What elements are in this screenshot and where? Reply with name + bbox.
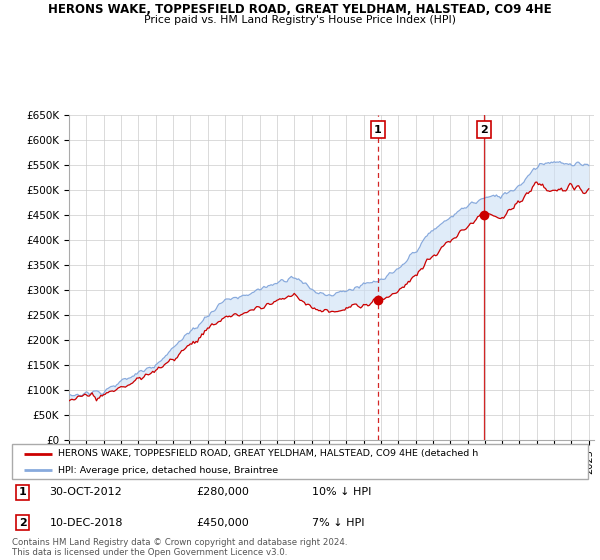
Text: £450,000: £450,000	[196, 518, 249, 528]
Text: HERONS WAKE, TOPPESFIELD ROAD, GREAT YELDHAM, HALSTEAD, CO9 4HE (detached h: HERONS WAKE, TOPPESFIELD ROAD, GREAT YEL…	[58, 449, 478, 458]
Text: HERONS WAKE, TOPPESFIELD ROAD, GREAT YELDHAM, HALSTEAD, CO9 4HE: HERONS WAKE, TOPPESFIELD ROAD, GREAT YEL…	[48, 3, 552, 16]
Text: Contains HM Land Registry data © Crown copyright and database right 2024.
This d: Contains HM Land Registry data © Crown c…	[12, 538, 347, 557]
Text: 1: 1	[374, 125, 382, 135]
Text: 2: 2	[19, 518, 26, 528]
Text: 10% ↓ HPI: 10% ↓ HPI	[311, 487, 371, 497]
Text: £280,000: £280,000	[196, 487, 249, 497]
Text: Price paid vs. HM Land Registry's House Price Index (HPI): Price paid vs. HM Land Registry's House …	[144, 15, 456, 25]
Text: 7% ↓ HPI: 7% ↓ HPI	[311, 518, 364, 528]
Text: 2: 2	[480, 125, 488, 135]
Text: 1: 1	[19, 487, 26, 497]
Text: 30-OCT-2012: 30-OCT-2012	[49, 487, 122, 497]
Text: HPI: Average price, detached house, Braintree: HPI: Average price, detached house, Brai…	[58, 465, 278, 475]
Text: 10-DEC-2018: 10-DEC-2018	[49, 518, 123, 528]
